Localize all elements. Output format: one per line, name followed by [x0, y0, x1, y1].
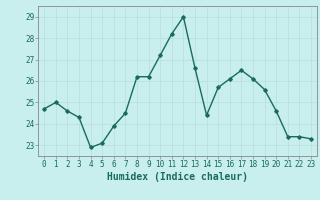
- X-axis label: Humidex (Indice chaleur): Humidex (Indice chaleur): [107, 172, 248, 182]
